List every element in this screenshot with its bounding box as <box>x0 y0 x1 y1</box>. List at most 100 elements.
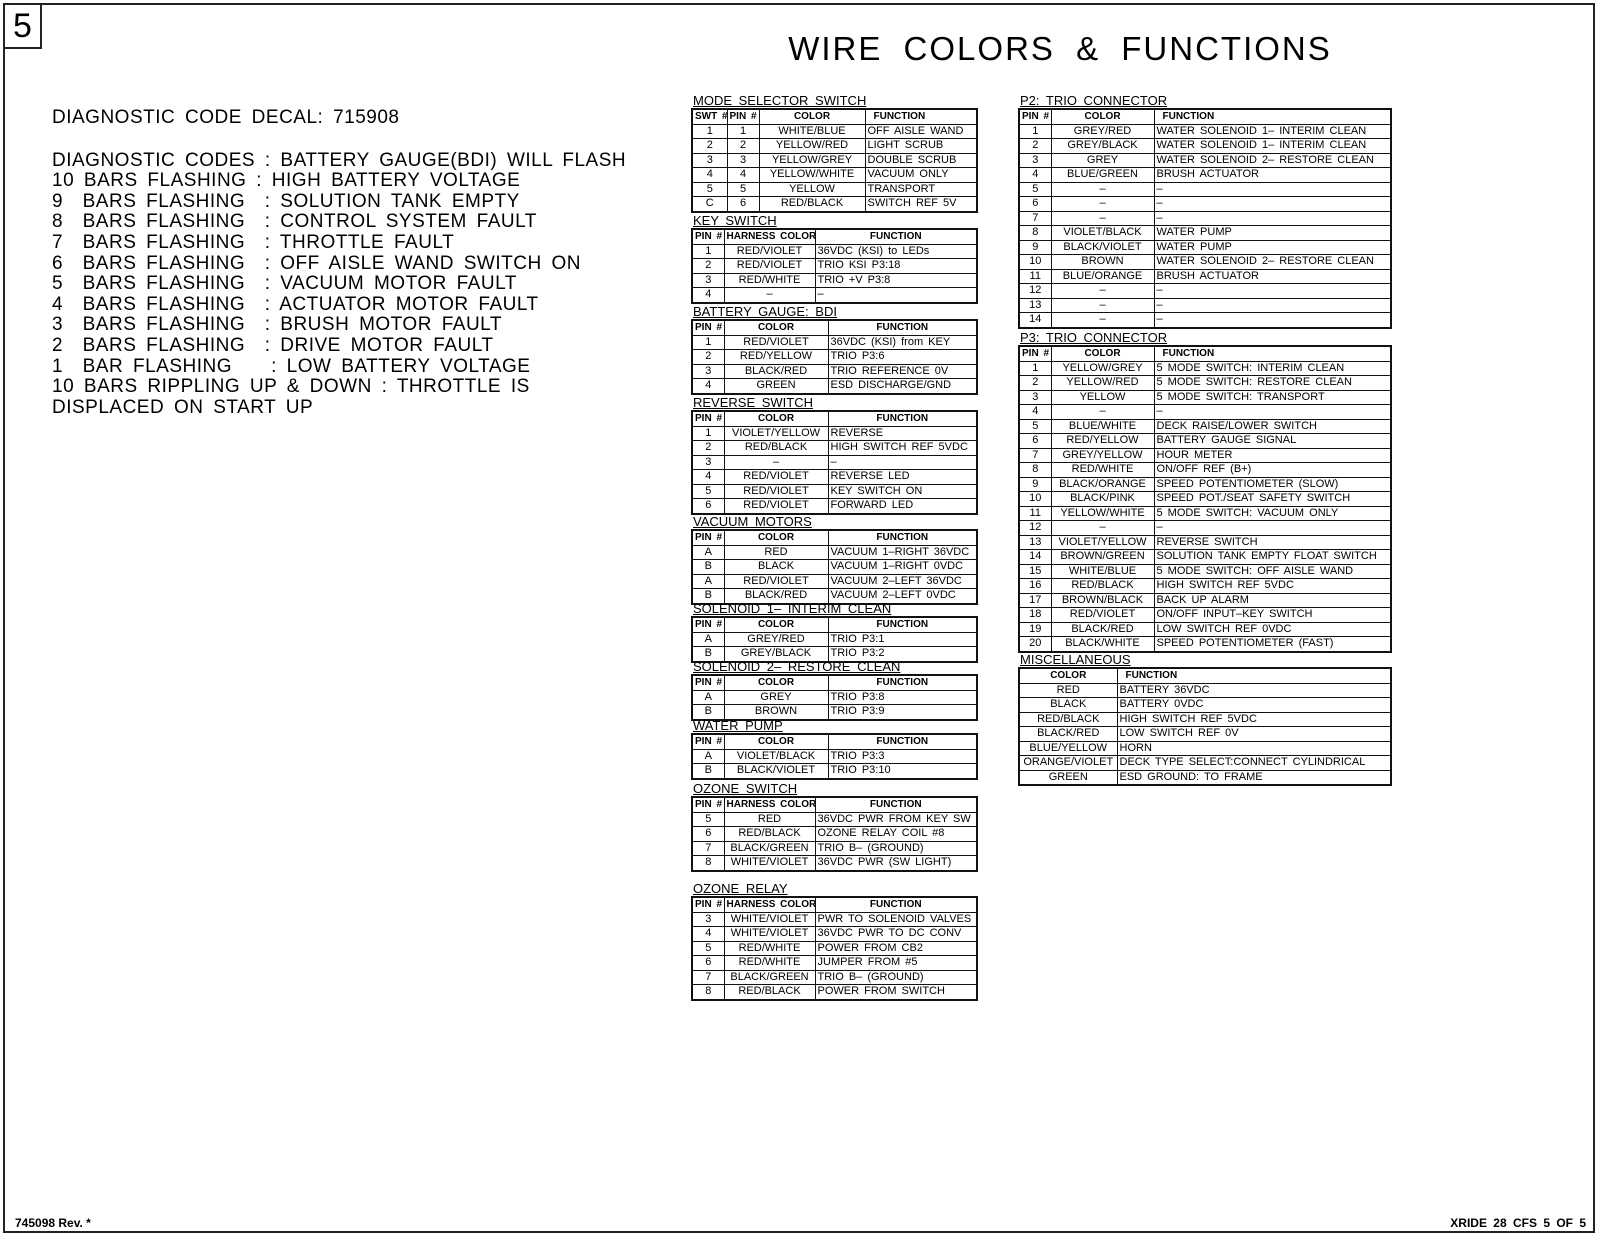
function-cell: SPEED POT./SEAT SAFETY SWITCH <box>1153 491 1392 507</box>
function-cell: – <box>1153 404 1392 420</box>
table-row: A RED VACUUM 1–RIGHT 36VDC <box>691 544 978 560</box>
function-cell: WATER SOLENOID 2– RESTORE CLEAN <box>1153 254 1392 270</box>
color-cell: YELLOW/RED <box>758 138 866 154</box>
color-cell: YELLOW/GREY <box>1050 360 1155 376</box>
function-cell: – <box>1153 210 1392 226</box>
function-cell: – <box>1153 283 1392 299</box>
spacer <box>52 129 626 151</box>
function-cell: ESD DISCHARGE/GND <box>827 378 978 394</box>
table-key-switch: KEY SWITCH PIN # HARNESS COLOR FUNCTION 1 RED… <box>691 214 978 304</box>
pin-cell: 6 <box>726 196 760 212</box>
color-cell: BLUE/GREEN <box>1050 167 1155 183</box>
color-cell: BLUE/ORANGE <box>1050 268 1155 284</box>
pin-cell: 1 <box>726 123 760 139</box>
pin-cell: B <box>691 704 725 720</box>
table-row: 1 GREY/RED WATER SOLENOID 1– INTERIM CLEAN <box>1018 123 1392 139</box>
table-row: ORANGE/VIOLET DECK TYPE SELECT:CONNECT CY… <box>1018 755 1392 771</box>
function-cell: HIGH SWITCH REF 5VDC <box>1153 578 1392 594</box>
pin-cell: 4 <box>726 167 760 183</box>
column-header: COLOR <box>758 108 866 125</box>
color-cell: GREY/BLACK <box>723 646 829 662</box>
pin-cell: 4 <box>1018 167 1052 183</box>
pin-cell: A <box>691 748 725 764</box>
table-row: 8 WHITE/VIOLET 36VDC PWR (SW LIGHT) <box>691 855 978 871</box>
table-row: 1 VIOLET/YELLOW REVERSE <box>691 425 978 441</box>
function-cell: OFF AISLE WAND <box>864 123 978 139</box>
color-cell: BROWN/BLACK <box>1050 592 1155 608</box>
table-row: 7 BLACK/GREEN TRIO B– (GROUND) <box>691 969 978 985</box>
table-row: 4– – <box>691 287 978 303</box>
column-header: FUNCTION <box>814 228 978 245</box>
color-cell: BLACK/VIOLET <box>1050 239 1155 255</box>
pin-cell: 2 <box>691 138 728 154</box>
table-row: 3 3 YELLOW/GREY DOUBLE SCRUB <box>691 152 978 168</box>
column-header: COLOR <box>723 674 829 691</box>
pin-cell: 3 <box>691 272 725 288</box>
function-cell: REVERSE LED <box>827 469 978 485</box>
function-cell: BATTERY 0VDC <box>1116 697 1392 713</box>
column-header: FUNCTION <box>827 529 978 546</box>
table-row: 3 GREY WATER SOLENOID 2– RESTORE CLEAN <box>1018 152 1392 168</box>
color-cell: WHITE/VIOLET <box>723 855 816 871</box>
color-cell: VIOLET/BLACK <box>1050 225 1155 241</box>
table-title: OZONE SWITCH <box>693 781 798 796</box>
column-header: PIN # <box>691 674 725 691</box>
column-header: PIN # <box>691 616 725 633</box>
table-row: C 6 RED/BLACK SWITCH REF 5V <box>691 196 978 212</box>
function-cell: 5 MODE SWITCH: VACUUM ONLY <box>1153 505 1392 521</box>
function-cell: HORN <box>1116 740 1392 756</box>
color-cell: WHITE/BLUE <box>1050 563 1155 579</box>
function-cell: 5 MODE SWITCH: INTERIM CLEAN <box>1153 360 1392 376</box>
function-cell: TRIO B– (GROUND) <box>814 840 978 856</box>
table-row: A GREY TRIO P3:8 <box>691 689 978 705</box>
color-cell: RED/WHITE <box>723 955 816 971</box>
color-cell: GREY/RED <box>1050 123 1155 139</box>
function-cell: BACK UP ALARM <box>1153 592 1392 608</box>
header-row: PIN # COLOR FUNCTION <box>1018 108 1392 125</box>
sheet-number: 5 <box>3 3 42 49</box>
table-row: 1 RED/VIOLET 36VDC (KSI) from KEY <box>691 334 978 350</box>
function-cell: VACUUM 2–LEFT 36VDC <box>827 573 978 589</box>
table-row: 20 BLACK/WHITE SPEED POTENTIOMETER (FAST) <box>1018 636 1392 652</box>
pin-cell: 1 <box>1018 360 1052 376</box>
table-reverse-switch: REVERSE SWITCH PIN # COLOR FUNCTION 1 VIOLET/… <box>691 396 978 515</box>
color-cell: BLUE/WHITE <box>1050 418 1155 434</box>
column-header: PIN # <box>691 319 725 336</box>
table-row: B GREY/BLACK TRIO P3:2 <box>691 646 978 662</box>
color-cell: RED/BLACK <box>723 984 816 1000</box>
table-row: A RED/VIOLET VACUUM 2–LEFT 36VDC <box>691 573 978 589</box>
function-cell: WATER PUMP <box>1153 239 1392 255</box>
pin-cell: 3 <box>1018 152 1052 168</box>
pin-cell: A <box>691 544 725 560</box>
color-cell: BLACK/ORANGE <box>1050 476 1155 492</box>
table-row: 8 RED/BLACK POWER FROM SWITCH <box>691 984 978 1000</box>
table-row: B BLACK VACUUM 1–RIGHT 0VDC <box>691 559 978 575</box>
pin-cell: 13 <box>1018 534 1052 550</box>
function-cell: 5 MODE SWITCH: OFF AISLE WAND <box>1153 563 1392 579</box>
table-row: 6 RED/WHITE JUMPER FROM #5 <box>691 955 978 971</box>
table-row: BLACK/RED LOW SWITCH REF 0V <box>1018 726 1392 742</box>
color-cell: RED/VIOLET <box>723 258 816 274</box>
color-cell: RED/VIOLET <box>723 573 829 589</box>
table-battery-gauge-bdi: BATTERY GAUGE: BDI PIN # COLOR FUNCTION 1 RED… <box>691 305 978 395</box>
function-cell: OZONE RELAY COIL #8 <box>814 826 978 842</box>
table-row: 10 BLACK/PINK SPEED POT./SEAT SAFETY SWITC… <box>1018 491 1392 507</box>
color-cell: RED/BLACK <box>1018 711 1118 727</box>
table-row: 2 RED/YELLOW TRIO P3:6 <box>691 349 978 365</box>
color-cell: BROWN/GREEN <box>1050 549 1155 565</box>
function-cell: HIGH SWITCH REF 5VDC <box>1116 711 1392 727</box>
pin-cell: 15 <box>1018 563 1052 579</box>
pin-cell: 5 <box>1018 181 1052 197</box>
color-cell: BLACK/PINK <box>1050 491 1155 507</box>
pin-cell: 4 <box>691 378 725 394</box>
table-title: WATER PUMP <box>693 718 783 733</box>
color-cell: GREY/YELLOW <box>1050 447 1155 463</box>
color-cell: RED/BLACK <box>1050 578 1155 594</box>
pin-cell: 5 <box>691 940 725 956</box>
table-vacuum-motors: VACUUM MOTORS PIN # COLOR FUNCTION A RED VACUU… <box>691 515 978 605</box>
color-cell: RED/VIOLET <box>1050 607 1155 623</box>
table-title: OZONE RELAY <box>693 881 788 896</box>
function-cell: DOUBLE SCRUB <box>864 152 978 168</box>
pin-cell: 1 <box>691 123 728 139</box>
table-row: 5– – <box>1018 181 1392 197</box>
